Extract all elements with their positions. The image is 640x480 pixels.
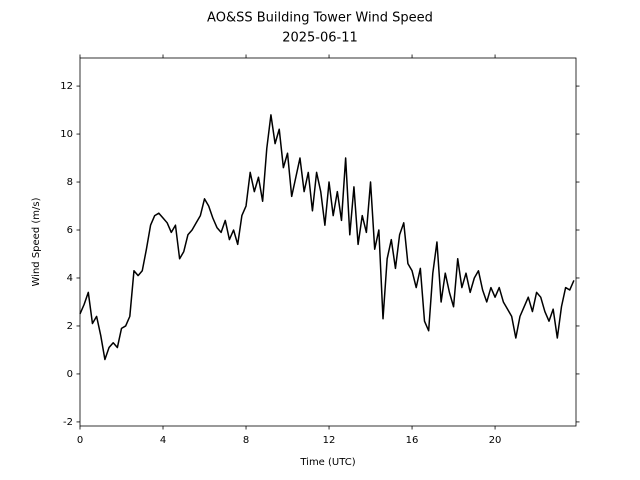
data-line <box>79 114 575 361</box>
y-tick-label: -2 <box>63 417 73 428</box>
x-tick-label: 4 <box>160 435 166 446</box>
y-tick-label: 2 <box>67 321 73 332</box>
y-tick-label: 6 <box>67 225 73 236</box>
chart-subtitle: 2025-06-11 <box>282 31 358 46</box>
x-tick-label: 0 <box>77 435 83 446</box>
y-tick-label: 4 <box>67 273 73 284</box>
y-tick-label: 0 <box>67 369 73 380</box>
x-tick-label: 8 <box>243 435 249 446</box>
x-tick-label: 20 <box>489 435 502 446</box>
x-axis-label: Time (UTC) <box>299 457 355 468</box>
y-tick-label: 10 <box>60 129 73 140</box>
plot-frame <box>79 57 577 427</box>
y-tick-label: 12 <box>60 81 73 92</box>
y-tick-label: 8 <box>67 177 73 188</box>
x-tick-label: 16 <box>406 435 419 446</box>
y-axis-label: Wind Speed (m/s) <box>31 197 42 286</box>
chart-title: AO&SS Building Tower Wind Speed <box>207 11 433 26</box>
x-tick-label: 12 <box>323 435 336 446</box>
